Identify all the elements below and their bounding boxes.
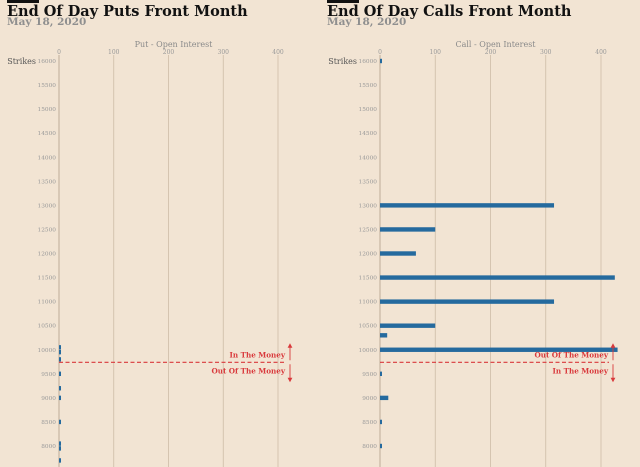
strike-tick-label: 16000 (359, 59, 378, 65)
bar (59, 395, 61, 401)
strike-tick-label: 12500 (38, 227, 57, 233)
bar (380, 323, 436, 328)
strike-tick-label: 9000 (41, 396, 56, 402)
arrow-up-icon (610, 343, 616, 348)
strike-tick-label: 12000 (359, 252, 378, 258)
strike-tick-label: 8000 (41, 444, 56, 450)
strike-tick-label: 12000 (38, 252, 57, 258)
strike-tick-label: 15500 (359, 83, 378, 89)
strike-tick-label: 14500 (38, 131, 57, 137)
zone-label-above: In The Money (230, 350, 286, 359)
title-accent-bar (327, 0, 359, 3)
bar (380, 227, 436, 232)
strike-tick-label: 14500 (359, 131, 378, 137)
strike-tick-label: 11000 (359, 300, 378, 306)
bar (380, 275, 615, 280)
bar (59, 446, 61, 451)
strike-tick-label: 16000 (38, 59, 57, 65)
title-accent-bar (7, 0, 39, 3)
bar (380, 203, 555, 208)
strike-tick-label: 12500 (359, 227, 378, 233)
strike-tick-label: 13500 (359, 179, 378, 185)
x-tick-label: 300 (218, 49, 230, 56)
bar (380, 299, 555, 304)
x-tick-label: 100 (108, 49, 120, 56)
bar (59, 419, 61, 425)
strike-tick-label: 13000 (359, 203, 378, 209)
arrow-up-icon (287, 343, 293, 348)
puts-chart-panel: End Of Day Puts Front Month May 18, 2020… (7, 0, 293, 467)
bar (380, 443, 382, 449)
x-axis-title: Put - Open Interest (135, 40, 214, 49)
arrow-down-icon (610, 377, 616, 383)
bar (380, 419, 382, 425)
strike-tick-label: 10000 (38, 348, 57, 354)
strike-tick-label: 8500 (41, 420, 56, 426)
strike-tick-label: 15000 (38, 107, 57, 113)
y-axis-title: Strikes (328, 57, 357, 66)
x-tick-label: 200 (163, 49, 175, 56)
strike-tick-label: 9000 (362, 396, 377, 402)
bar (59, 458, 61, 463)
zone-label-below: Out Of The Money (211, 366, 285, 375)
x-tick-label: 400 (595, 49, 607, 56)
strike-tick-label: 8500 (362, 420, 377, 426)
x-tick-label: 0 (378, 49, 382, 56)
x-tick-label: 100 (430, 49, 442, 56)
chart-title: End Of Day Calls Front Month (327, 3, 572, 20)
bar (380, 347, 618, 352)
strike-tick-label: 8000 (362, 444, 377, 450)
x-tick-label: 400 (272, 49, 284, 56)
strike-tick-label: 11500 (359, 276, 378, 282)
x-tick-label: 200 (485, 49, 497, 56)
strike-tick-label: 10000 (359, 348, 378, 354)
arrow-down-icon (287, 377, 293, 383)
x-tick-label: 300 (540, 49, 552, 56)
bar (59, 357, 61, 362)
strike-tick-label: 15000 (359, 107, 378, 113)
chart-subtitle: May 18, 2020 (7, 16, 87, 28)
puts-chart-svg: Put - Open Interest 0 100 200 300 400 Strikes 8… (7, 40, 293, 467)
calls-chart-panel: End Of Day Calls Front Month May 18, 202… (320, 0, 640, 467)
strike-tick-label: 14000 (359, 155, 378, 161)
strike-tick-label: 11000 (38, 300, 57, 306)
bar (59, 371, 61, 377)
strike-tick-label: 9500 (362, 372, 377, 378)
x-axis-title: Call - Open Interest (455, 40, 536, 49)
strike-tick-label: 9500 (41, 372, 56, 378)
strike-tick-label: 14000 (38, 155, 57, 161)
zone-label-above: Out Of The Money (534, 350, 608, 359)
chart-subtitle: May 18, 2020 (327, 16, 407, 28)
bar (380, 371, 382, 377)
chart-title: End Of Day Puts Front Month (7, 3, 248, 20)
bar (59, 345, 61, 350)
strike-tick-label: 13000 (38, 203, 57, 209)
bar (380, 333, 388, 338)
strike-tick-label: 15500 (38, 83, 57, 89)
bar (59, 349, 61, 355)
bar (59, 441, 61, 446)
strike-tick-label: 10500 (359, 324, 378, 330)
zone-label-below: In The Money (553, 366, 609, 375)
bar (380, 395, 389, 401)
bar (380, 251, 416, 256)
bar (59, 386, 61, 391)
bar (380, 58, 382, 64)
strike-tick-label: 11500 (38, 276, 57, 282)
calls-chart-svg: Call - Open Interest 0 100 200 300 400 Strikes… (328, 40, 618, 467)
strike-tick-label: 10500 (38, 324, 57, 330)
strike-tick-label: 13500 (38, 179, 57, 185)
y-axis-title: Strikes (7, 57, 36, 66)
x-tick-label: 0 (57, 49, 61, 56)
